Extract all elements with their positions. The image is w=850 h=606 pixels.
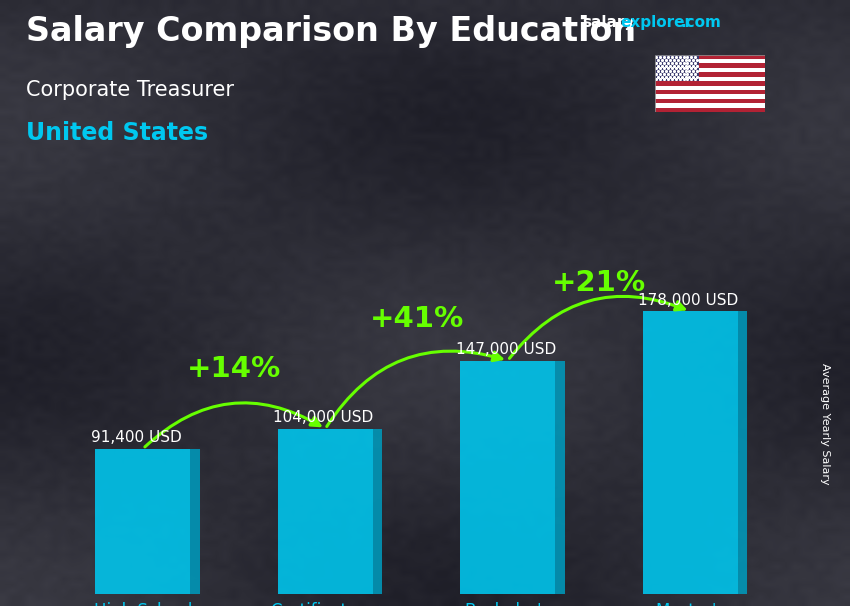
- FancyArrowPatch shape: [144, 403, 320, 447]
- Text: +21%: +21%: [552, 270, 646, 298]
- Text: salary: salary: [582, 15, 635, 30]
- Bar: [654, 59, 765, 64]
- Bar: [278, 429, 372, 594]
- Bar: [643, 311, 738, 594]
- Polygon shape: [190, 449, 200, 594]
- Text: 91,400 USD: 91,400 USD: [91, 430, 181, 445]
- Polygon shape: [738, 311, 747, 594]
- Text: United States: United States: [26, 121, 207, 145]
- Text: +41%: +41%: [370, 305, 463, 333]
- Polygon shape: [555, 361, 564, 594]
- Bar: [654, 64, 765, 68]
- Text: 104,000 USD: 104,000 USD: [273, 410, 373, 425]
- Bar: [654, 81, 765, 85]
- Text: .com: .com: [680, 15, 721, 30]
- FancyArrowPatch shape: [326, 351, 502, 427]
- Bar: [654, 85, 765, 90]
- Bar: [654, 103, 765, 108]
- Bar: [654, 108, 765, 112]
- Bar: [654, 90, 765, 95]
- FancyArrowPatch shape: [509, 296, 684, 358]
- Bar: [654, 72, 765, 77]
- Text: Average Yearly Salary: Average Yearly Salary: [820, 364, 830, 485]
- Text: 147,000 USD: 147,000 USD: [456, 342, 556, 357]
- Text: explorer: explorer: [620, 15, 693, 30]
- Text: 178,000 USD: 178,000 USD: [638, 293, 739, 308]
- Bar: [461, 361, 555, 594]
- Bar: [654, 55, 765, 59]
- Text: Corporate Treasurer: Corporate Treasurer: [26, 80, 234, 100]
- Text: Salary Comparison By Education: Salary Comparison By Education: [26, 15, 636, 48]
- Bar: [654, 77, 765, 81]
- Bar: [95, 449, 190, 594]
- Bar: [654, 99, 765, 103]
- Polygon shape: [372, 429, 382, 594]
- Bar: [654, 68, 765, 72]
- Bar: [654, 55, 699, 81]
- Bar: [654, 95, 765, 99]
- Text: +14%: +14%: [187, 355, 281, 382]
